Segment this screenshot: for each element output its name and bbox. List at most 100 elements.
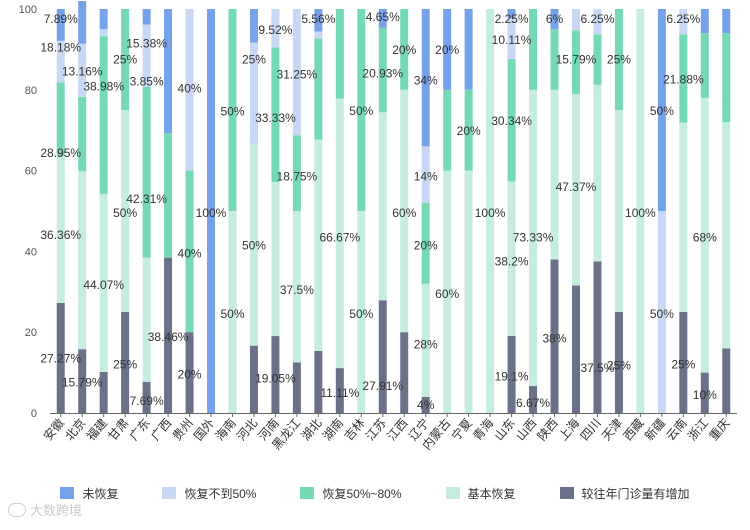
x-tick-label: 湖南 <box>319 415 346 443</box>
data-label: 66.67% <box>319 230 360 244</box>
bar-segment <box>271 182 280 337</box>
data-label: 31.25% <box>277 67 318 81</box>
bar-segment <box>421 9 430 147</box>
x-tick-label: 浙江 <box>685 416 711 443</box>
x-tick-label: 广西 <box>148 416 174 443</box>
x-tick-label: 山东 <box>492 416 518 443</box>
data-label: 38.2% <box>495 255 529 269</box>
data-label: 15.38% <box>126 36 167 50</box>
data-label: 4.65% <box>366 10 400 24</box>
bar-segment <box>56 82 65 156</box>
data-label: 37.5% <box>580 361 614 375</box>
data-label: 25% <box>113 358 137 372</box>
bar-segment <box>56 8 65 41</box>
bar-segment <box>378 27 387 113</box>
data-label: 30.34% <box>491 114 532 128</box>
bar-segment <box>142 24 151 87</box>
data-label: 14% <box>414 169 438 183</box>
bar-segment <box>722 9 731 34</box>
bar-segment <box>657 211 666 413</box>
bar-segment <box>507 18 516 59</box>
bar-segment <box>78 349 87 413</box>
x-tick-label: 海南 <box>212 415 239 443</box>
legend-swatch <box>445 487 460 499</box>
bar-segment <box>314 9 323 32</box>
y-tick-label: 80 <box>25 85 37 97</box>
bar-segment <box>99 371 108 413</box>
x-tick-label: 江苏 <box>363 416 389 443</box>
x-tick-label: 甘肃 <box>105 416 131 443</box>
bar-segment <box>722 122 731 349</box>
bar-segment <box>529 89 538 387</box>
legend-item-increased[interactable]: 较往年门诊量有增加 <box>559 482 690 504</box>
data-label: 20% <box>392 43 416 57</box>
legend-item-50-80[interactable]: 恢复50%~80% <box>300 482 402 504</box>
bar-segment <box>99 36 108 194</box>
bar-segment <box>314 31 323 39</box>
bar-segment <box>529 9 538 90</box>
bar-segment <box>99 193 108 372</box>
data-label: 20% <box>435 43 459 57</box>
legend-item-basically-recovered[interactable]: 基本恢复 <box>445 482 516 504</box>
x-tick-label: 国外 <box>191 416 217 443</box>
bar-segment <box>550 29 559 90</box>
x-tick-label: 江西 <box>384 416 410 443</box>
bar-segment <box>56 40 65 83</box>
data-label: 28% <box>414 337 438 351</box>
data-label: 50% <box>220 307 244 321</box>
data-label: 25% <box>113 53 137 67</box>
data-label: 15.79% <box>62 376 103 390</box>
bar-segment <box>228 9 237 211</box>
x-tick-label: 河北 <box>234 416 260 443</box>
bar-segment <box>593 261 602 413</box>
legend-item-not-recovered[interactable]: 未恢复 <box>60 482 118 504</box>
data-label: 10.11% <box>492 33 532 47</box>
bar-segment <box>142 381 151 413</box>
x-tick-label: 北京 <box>62 416 88 443</box>
bar-segment <box>249 9 258 43</box>
legend-label: 未恢复 <box>82 486 119 501</box>
bar-segment <box>443 89 452 171</box>
bar-segment <box>249 345 258 413</box>
bar-segment <box>464 9 473 90</box>
bar-segment <box>614 9 623 110</box>
data-label: 27.91% <box>362 379 403 393</box>
bar-segment <box>78 96 87 172</box>
data-label: 50% <box>650 307 674 321</box>
bar-segment <box>507 181 516 336</box>
data-label: 60% <box>435 287 459 301</box>
legend-label: 恢复50%~80% <box>322 486 402 501</box>
bar-segment <box>271 9 280 48</box>
bar-segment <box>464 89 473 171</box>
data-label: 60% <box>392 206 416 220</box>
bar-segment <box>78 43 87 97</box>
data-label: 6.67% <box>516 396 550 410</box>
legend-swatch <box>60 487 75 499</box>
bar-segment <box>529 386 538 413</box>
bar-segment <box>378 300 387 413</box>
data-label: 38.98% <box>83 80 124 94</box>
bar-segment <box>550 89 559 260</box>
bar-segment <box>99 29 108 37</box>
bar-segment <box>121 312 130 413</box>
data-label: 100% <box>625 206 656 220</box>
bar-segment <box>56 155 65 303</box>
bar-segment <box>550 259 559 413</box>
data-label: 7.69% <box>130 394 164 408</box>
x-tick-label: 福建 <box>83 415 110 443</box>
y-tick-label: 0 <box>31 408 37 420</box>
bar-segment <box>679 8 688 35</box>
bar-segment <box>593 84 602 262</box>
bar-segment <box>357 211 366 413</box>
data-label: 21.88% <box>663 72 704 86</box>
data-label: 10% <box>693 388 717 402</box>
data-label: 25% <box>607 53 631 67</box>
bar-segment <box>571 30 580 95</box>
legend-item-under-50[interactable]: 恢复不到50% <box>162 482 256 504</box>
bar-segment <box>700 372 709 413</box>
legend-label: 恢复不到50% <box>184 486 257 501</box>
x-tick-label: 吉林 <box>341 416 367 443</box>
bar-segment <box>335 368 344 413</box>
y-tick-label: 20 <box>25 327 37 339</box>
